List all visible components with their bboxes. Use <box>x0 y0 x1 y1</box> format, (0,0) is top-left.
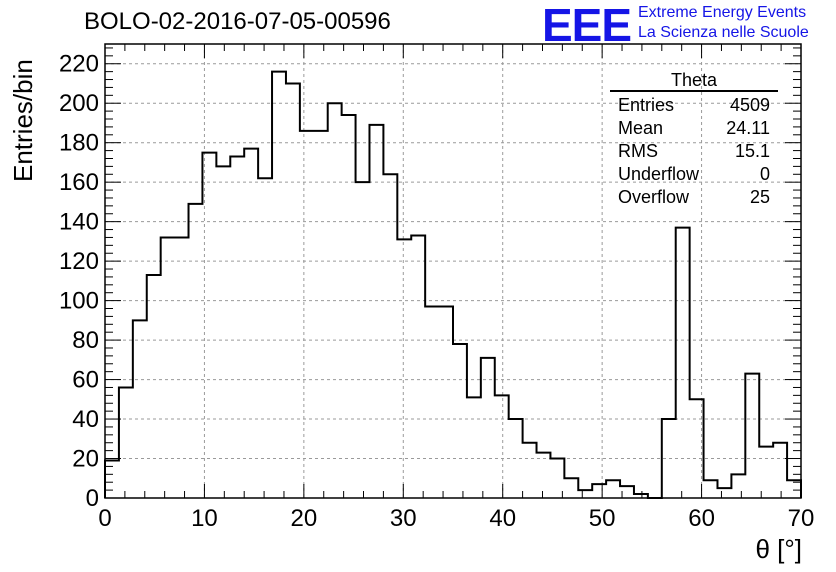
stats-title: Theta <box>610 70 778 92</box>
y-tick-label: 40 <box>72 406 99 433</box>
plot-frame <box>104 43 802 499</box>
histogram-series <box>104 70 802 499</box>
y-tick-label: 0 <box>86 485 99 512</box>
stats-label: Mean <box>618 118 664 138</box>
stats-row-rms: RMS 15.1 <box>610 140 778 163</box>
x-tick-label: 30 <box>390 505 417 532</box>
y-tick-label: 160 <box>59 169 99 196</box>
y-tick-label: 140 <box>59 209 99 236</box>
axes <box>104 43 802 499</box>
eee-logo-mark: EEE <box>542 0 632 51</box>
x-tick-label: 70 <box>788 505 815 532</box>
stats-label: Entries <box>618 95 675 115</box>
x-tick-label: 40 <box>489 505 516 532</box>
y-tick-label: 100 <box>59 288 99 315</box>
stats-value: 25 <box>749 187 770 207</box>
stats-row-overflow: Overflow 25 <box>610 186 778 209</box>
y-axis-label: Entries/bin <box>8 59 38 182</box>
chart-title: BOLO-02-2016-07-05-00596 <box>84 8 391 35</box>
stats-value: 15.1 <box>734 141 770 161</box>
x-tick-label: 0 <box>98 505 111 532</box>
y-tick-label: 180 <box>59 130 99 157</box>
stats-label: Underflow <box>618 164 700 184</box>
x-tick-label: 60 <box>688 505 715 532</box>
x-tick-label: 20 <box>291 505 318 532</box>
logo-line-1: Extreme Energy Events <box>638 4 807 21</box>
y-tick-label: 120 <box>59 248 99 275</box>
y-tick-label: 220 <box>59 51 99 78</box>
stats-label: RMS <box>618 141 658 161</box>
stats-value: 4509 <box>729 95 770 115</box>
x-tick-label: 50 <box>589 505 616 532</box>
x-tick-label: 10 <box>191 505 218 532</box>
y-tick-label: 60 <box>72 367 99 394</box>
stats-row-underflow: Underflow 0 <box>610 163 778 186</box>
x-axis-label: θ [°] <box>755 534 802 564</box>
histogram-line <box>104 70 802 499</box>
y-tick-label: 80 <box>72 327 99 354</box>
logo-line-2: La Scienza nelle Scuole <box>638 24 809 41</box>
tick-labels: 0 10 20 30 40 50 60 70 0 20 40 60 80 100 120 140 160 180 2… <box>59 51 814 532</box>
y-tick-label: 200 <box>59 90 99 117</box>
y-tick-label: 20 <box>72 446 99 473</box>
stats-label: Overflow <box>618 187 690 207</box>
stats-row-mean: Mean 24.11 <box>610 117 778 140</box>
stats-value: 0 <box>759 164 770 184</box>
stats-box: Theta Entries 4509 Mean 24.11 RMS 15.1 U… <box>610 70 778 209</box>
stats-value: 24.11 <box>726 118 770 138</box>
stats-row-entries: Entries 4509 <box>610 94 778 117</box>
